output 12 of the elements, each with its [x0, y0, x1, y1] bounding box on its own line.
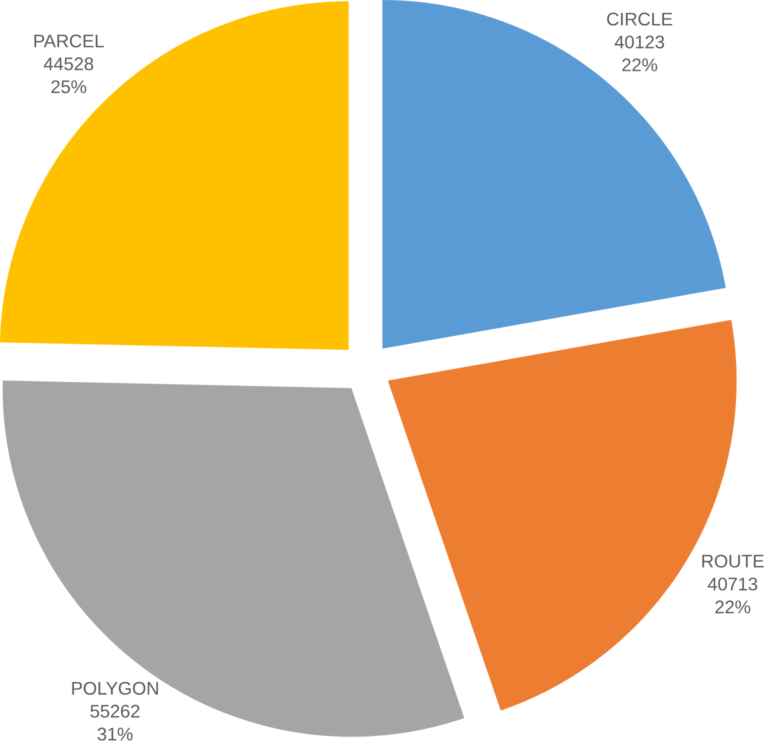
text: 22%: [622, 58, 658, 72]
slice-label: PARCEL: [34, 34, 104, 48]
text: 31%: [98, 728, 133, 741]
slice-label: CIRCLE: [607, 12, 672, 26]
data-label: 40123: [614, 36, 664, 48]
data-label: 44528: [44, 57, 94, 70]
text: 25%: [51, 80, 86, 94]
text: 22%: [715, 600, 750, 614]
slice-label: ROUTE: [702, 554, 764, 568]
data-label: 40713: [708, 578, 758, 590]
slice-label: POLYGON: [72, 682, 158, 695]
data-label: 55262: [90, 704, 140, 718]
